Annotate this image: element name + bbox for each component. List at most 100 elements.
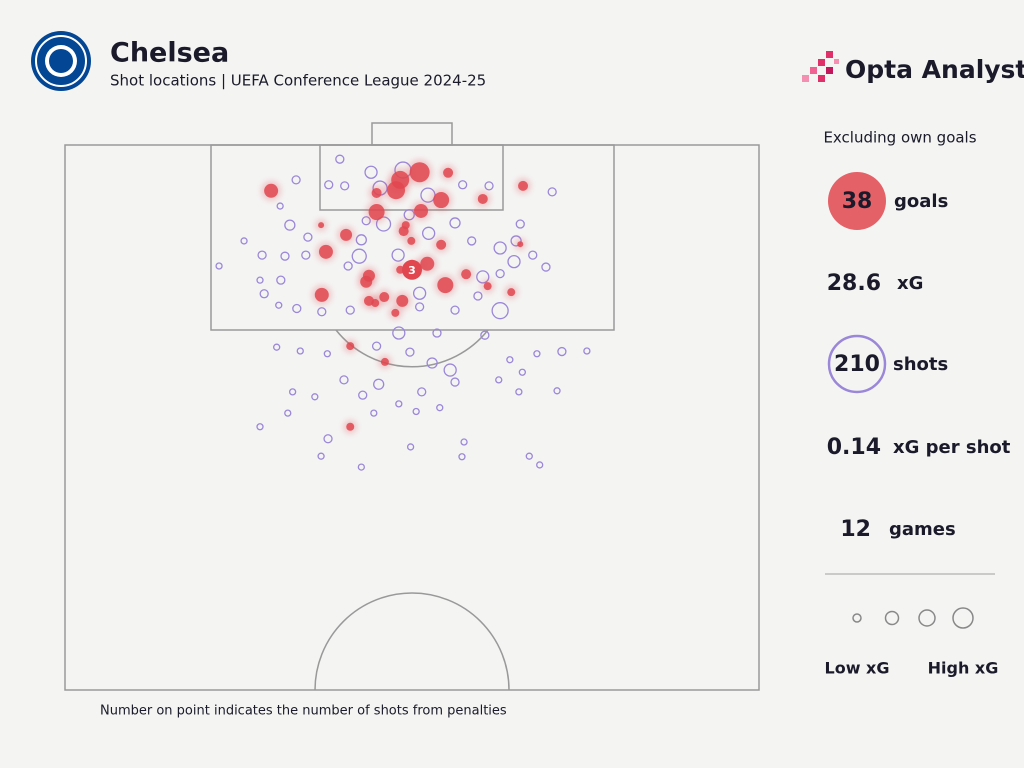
shot-point <box>357 463 365 471</box>
shot-point <box>215 262 223 270</box>
shot-point <box>392 326 406 340</box>
shot-point <box>443 363 457 377</box>
xg-per-shot-label: xG per shot <box>893 437 1011 458</box>
shot-point <box>507 254 521 269</box>
shot-point <box>280 251 290 261</box>
goal-point <box>483 282 492 291</box>
goal-point <box>346 342 355 351</box>
shot-point <box>240 237 248 245</box>
shot-point <box>323 350 331 358</box>
shot-point <box>256 276 264 284</box>
shot-point <box>292 303 302 314</box>
goal-point <box>318 244 333 259</box>
shot-point <box>275 301 283 309</box>
shot-point <box>317 307 327 317</box>
shot-point <box>412 407 420 416</box>
legend-high: High xG <box>928 659 999 678</box>
shot-point <box>288 388 297 396</box>
shot-point <box>541 262 551 272</box>
xg-value: 28.6 <box>827 271 881 296</box>
shot-point <box>480 330 490 340</box>
shot-point <box>343 261 353 271</box>
shot-point <box>473 291 483 301</box>
shot-point <box>273 343 281 351</box>
shot-point <box>422 226 436 240</box>
goals-value: 38 <box>842 189 873 214</box>
goal-point <box>360 275 373 288</box>
shot-point <box>364 165 378 179</box>
shot-point <box>412 286 427 300</box>
xg-per-shot-value: 0.14 <box>827 435 881 460</box>
goal-point <box>436 239 447 250</box>
shot-point <box>432 328 442 338</box>
goal-point <box>318 222 325 229</box>
goal-point <box>477 193 488 204</box>
note: Excluding own goals <box>823 129 976 147</box>
shots-badge <box>827 334 887 394</box>
goal-point <box>371 299 380 308</box>
shot-point <box>311 393 319 401</box>
goal-point <box>409 162 430 183</box>
goals-badge <box>828 172 886 230</box>
shot-point <box>345 305 355 315</box>
shot-point <box>467 236 477 246</box>
shot-point <box>373 378 385 390</box>
shot-point <box>296 347 304 355</box>
shot-point <box>301 250 311 260</box>
legend-low: Low xG <box>825 659 890 678</box>
shot-point <box>583 347 591 355</box>
shot-point <box>371 341 382 351</box>
goal-point <box>407 236 416 245</box>
shot-point <box>284 219 296 231</box>
shot-point <box>417 387 427 397</box>
goal-point <box>414 203 429 218</box>
shot-point <box>291 175 301 185</box>
goal-point <box>507 288 516 297</box>
shot-point <box>257 250 267 260</box>
shot-point <box>553 387 561 395</box>
shot-point <box>284 409 292 417</box>
shot-point <box>518 368 526 376</box>
shot-point <box>495 376 503 384</box>
goal-point <box>379 292 390 303</box>
shot-point <box>525 452 533 460</box>
shots-value: 210 <box>834 352 880 377</box>
shot-point <box>536 461 544 469</box>
games-value: 12 <box>840 517 871 542</box>
shot-point <box>395 400 403 408</box>
brand: Opta Analyst <box>845 55 1024 84</box>
goal-point <box>433 192 450 209</box>
shot-point <box>414 302 425 312</box>
goal-point <box>401 221 410 230</box>
footnote: Number on point indicates the number of … <box>100 704 507 719</box>
penalty-count: 3 <box>408 264 416 277</box>
goal-point <box>461 269 472 280</box>
shot-point <box>493 241 507 255</box>
shot-point <box>317 452 325 460</box>
shot-point <box>358 390 368 400</box>
shot-point <box>276 202 284 210</box>
shot-point <box>491 302 509 320</box>
club-badge <box>31 31 91 91</box>
shot-point <box>458 180 468 190</box>
shot-point <box>484 181 494 191</box>
shot-point <box>515 388 523 396</box>
shot-point <box>335 154 345 164</box>
shot-point <box>449 217 461 229</box>
shot-point <box>460 438 468 446</box>
goal-point <box>437 277 454 294</box>
shot-point <box>406 443 415 451</box>
xg-label: xG <box>897 273 923 294</box>
goal-point <box>387 181 406 200</box>
shot-point <box>323 434 333 444</box>
goal-point <box>380 357 389 366</box>
goal-point <box>314 287 329 302</box>
goal-point <box>420 256 435 271</box>
goal-point <box>371 187 382 198</box>
goal-point <box>518 180 529 191</box>
goal-point <box>396 294 409 307</box>
shot-point <box>340 181 350 191</box>
shot-point <box>256 423 264 431</box>
goal-point <box>396 265 405 274</box>
shot-point <box>533 350 541 358</box>
